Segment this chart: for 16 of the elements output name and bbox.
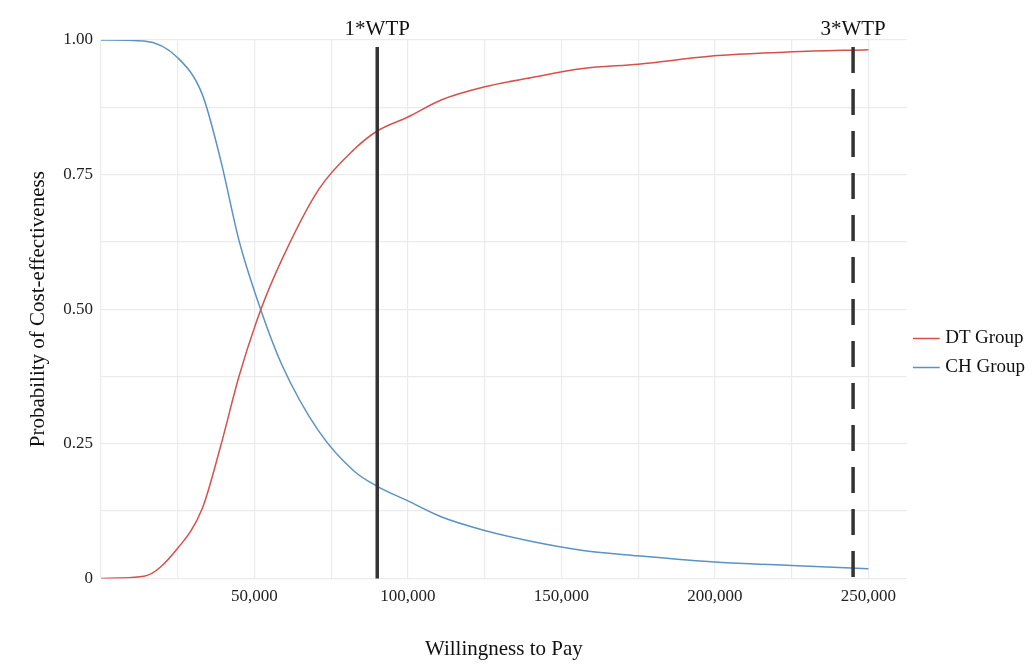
- x-tick-label: 250,000: [840, 586, 897, 606]
- ref-line-label: 1*WTP: [344, 16, 410, 41]
- y-tick-label: 0.50: [63, 298, 93, 318]
- legend-label: DT Group: [945, 326, 1024, 348]
- y-tick-label: 0: [84, 567, 93, 587]
- y-tick-label: 0.75: [63, 164, 93, 184]
- x-tick-label: 200,000: [687, 586, 743, 606]
- legend-label: CH Group: [945, 355, 1026, 377]
- x-tick-label: 150,000: [533, 586, 590, 606]
- x-tick-label: 100,000: [380, 586, 436, 606]
- x-tick-label: 50,000: [231, 586, 278, 606]
- y-axis-title: Probability of Cost-effectiveness: [25, 171, 50, 448]
- y-tick-label: 1.00: [63, 29, 93, 49]
- x-axis-title: Willingness to Pay: [424, 635, 584, 660]
- ref-line-label: 3*WTP: [820, 16, 886, 41]
- y-tick-label: 0.25: [63, 433, 93, 453]
